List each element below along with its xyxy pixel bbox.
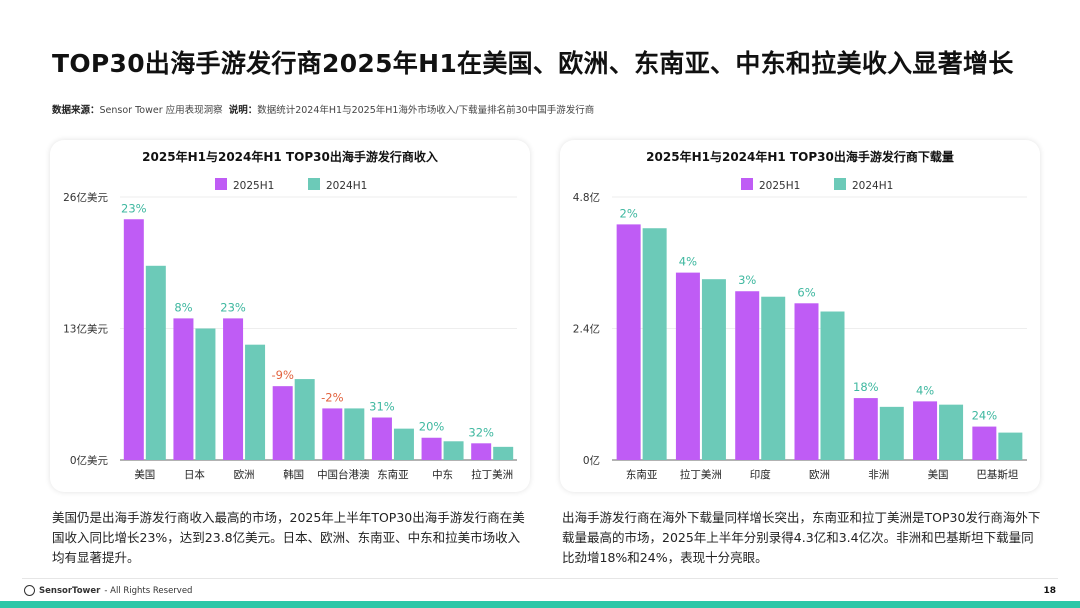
bar-2024H1 <box>998 432 1023 460</box>
x-tick-label: 欧洲 <box>234 469 255 481</box>
downloads-chart: 2025年H1与2024年H1 TOP30出海手游发行商下载量 2025H1 202… <box>573 149 1027 481</box>
bar-2025H1 <box>675 272 700 460</box>
chart-title: 2025年H1与2024年H1 TOP30出海手游发行商下载量 <box>646 149 954 164</box>
growth-label: -9% <box>271 368 293 382</box>
y-tick-label: 13亿美元 <box>63 323 108 336</box>
note-label: 说明： <box>228 105 258 116</box>
growth-label: 18% <box>853 380 879 394</box>
revenue-description: 美国仍是出海手游发行商收入最高的市场，2025年上半年TOP30出海手游发行商在… <box>52 510 525 565</box>
revenue-chart: 2025年H1与2024年H1 TOP30出海手游发行商收入 2025H1 2024… <box>63 149 517 481</box>
legend-swatch-2025H1 <box>215 178 227 190</box>
bar-2024H1 <box>820 311 845 460</box>
legend-swatch-2024H1 <box>308 178 320 190</box>
note-value: 数据统计2024年H1与2025年H1海外市场收入/下载量排名前30中国手游发行… <box>257 105 595 116</box>
x-tick-label: 拉丁美洲 <box>471 468 513 481</box>
legend-swatch-2025H1 <box>741 178 753 190</box>
growth-label: 20% <box>419 420 445 434</box>
chart-title: 2025年H1与2024年H1 TOP30出海手游发行商收入 <box>142 149 438 164</box>
bar-2025H1 <box>794 303 819 460</box>
bar-2024H1 <box>493 446 514 460</box>
growth-label: 4% <box>916 383 934 397</box>
bar-2025H1 <box>223 318 244 460</box>
bar-2024H1 <box>701 279 726 460</box>
footer-divider <box>22 578 1058 579</box>
bar-2025H1 <box>173 318 194 460</box>
bar-2025H1 <box>735 291 760 460</box>
sensor-tower-logo-icon <box>24 585 35 596</box>
legend-label-2025H1: 2025H1 <box>759 180 800 192</box>
growth-label: 3% <box>738 273 756 287</box>
bar-2024H1 <box>642 228 667 460</box>
footer-brand: SensorTower <box>39 585 101 596</box>
bar-2025H1 <box>913 401 938 460</box>
legend-label-2024H1: 2024H1 <box>852 180 893 192</box>
source-line: 数据来源：Sensor Tower 应用表现洞察 说明：数据统计2024年H1与… <box>52 102 594 116</box>
x-tick-label: 非洲 <box>868 469 889 481</box>
revenue-chart-card: 2025年H1与2024年H1 TOP30出海手游发行商收入 2025H1 2024… <box>50 140 530 492</box>
growth-label: 32% <box>468 425 494 439</box>
x-tick-label: 日本 <box>184 468 205 481</box>
growth-label: 31% <box>369 400 395 414</box>
bar-2024H1 <box>939 404 964 460</box>
legend-swatch-2024H1 <box>834 178 846 190</box>
bar-2025H1 <box>616 224 641 460</box>
x-tick-label: 美国 <box>928 468 949 481</box>
growth-label: 8% <box>174 300 192 314</box>
x-tick-label: 美国 <box>134 468 155 481</box>
x-tick-label: 东南亚 <box>626 468 658 481</box>
bar-2025H1 <box>371 417 392 460</box>
legend-label-2025H1: 2025H1 <box>233 180 274 192</box>
x-tick-label: 中东 <box>432 468 453 481</box>
footer-rights: - All Rights Reserved <box>104 585 193 596</box>
bar-2025H1 <box>972 426 997 460</box>
x-tick-label: 中国台港澳 <box>317 468 370 481</box>
legend-label-2024H1: 2024H1 <box>326 180 367 192</box>
page-title: TOP30出海手游发行商2025年H1在美国、欧洲、东南亚、中东和拉美收入显著增… <box>52 49 1014 78</box>
x-tick-label: 东南亚 <box>377 468 409 481</box>
growth-label: 4% <box>679 255 697 269</box>
growth-label: 24% <box>972 409 998 423</box>
x-tick-label: 巴基斯坦 <box>976 468 1018 481</box>
bar-2025H1 <box>123 219 144 460</box>
bar-2024H1 <box>879 406 904 460</box>
bar-2024H1 <box>761 296 786 460</box>
x-tick-label: 欧洲 <box>809 469 830 481</box>
downloads-description: 出海手游发行商在海外下载量同样增长突出，东南亚和拉丁美洲是TOP30发行商海外下… <box>562 510 1041 565</box>
page-number: 18 <box>1043 586 1056 596</box>
bar-2024H1 <box>245 344 266 460</box>
y-tick-label: 26亿美元 <box>63 191 108 204</box>
footer: SensorTower - All Rights Reserved <box>24 585 192 596</box>
y-tick-label: 0亿 <box>583 454 600 467</box>
bar-2024H1 <box>393 428 414 460</box>
downloads-chart-card: 2025年H1与2024年H1 TOP30出海手游发行商下载量 2025H1 202… <box>560 140 1040 492</box>
bottom-accent-bar <box>0 601 1080 608</box>
x-tick-label: 拉丁美洲 <box>680 468 722 481</box>
y-tick-label: 4.8亿 <box>573 191 600 204</box>
bar-2025H1 <box>853 398 878 460</box>
growth-label: 23% <box>220 300 246 314</box>
bar-2024H1 <box>195 328 216 460</box>
bar-2024H1 <box>344 408 365 460</box>
growth-label: 2% <box>620 206 638 220</box>
x-tick-label: 韩国 <box>283 468 304 481</box>
bar-2024H1 <box>443 441 464 460</box>
bar-2025H1 <box>272 386 293 460</box>
bar-2024H1 <box>294 379 315 460</box>
growth-label: -2% <box>321 390 343 404</box>
bar-2025H1 <box>421 437 442 460</box>
bar-2024H1 <box>145 265 166 460</box>
bar-2025H1 <box>322 408 343 460</box>
y-tick-label: 0亿美元 <box>70 454 109 467</box>
growth-label: 23% <box>121 201 147 215</box>
x-tick-label: 印度 <box>750 468 771 481</box>
growth-label: 6% <box>797 285 815 299</box>
source-value: Sensor Tower 应用表现洞察 <box>99 105 223 116</box>
source-label: 数据来源： <box>52 105 100 116</box>
y-tick-label: 2.4亿 <box>573 323 600 336</box>
bar-2025H1 <box>471 443 492 460</box>
